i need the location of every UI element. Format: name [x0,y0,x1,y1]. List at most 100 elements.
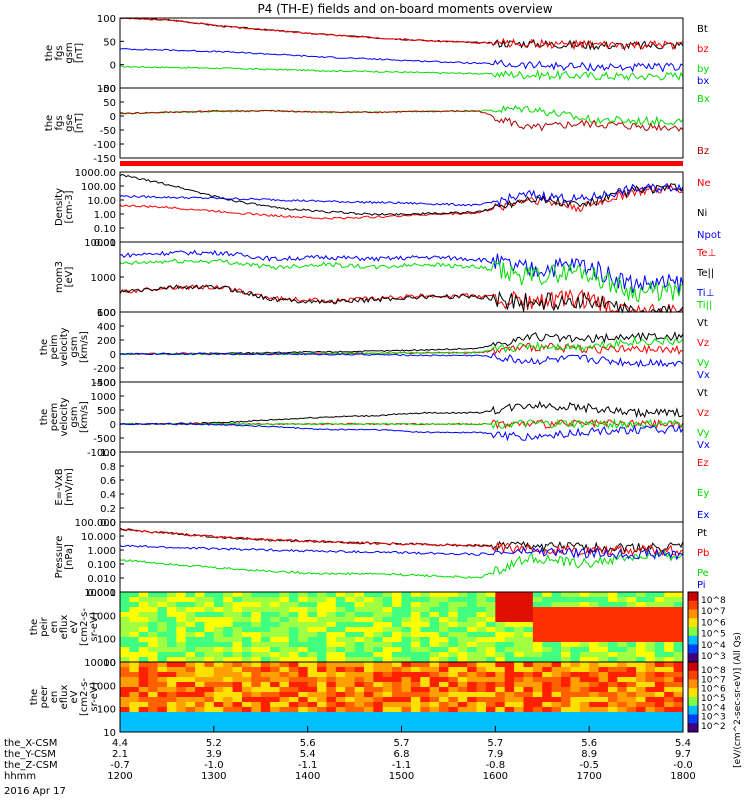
heatmap-cell [636,607,646,613]
heatmap-cell [664,702,675,708]
heatmap-cell [373,712,384,718]
heatmap-cell [129,707,140,713]
heatmap-cell [270,717,281,723]
heatmap-cell [335,657,346,663]
heatmap-cell [317,647,327,653]
heatmap-cell [401,617,412,623]
heatmap-cell [204,622,215,628]
heatmap-cell [260,657,271,663]
heatmap-cell [401,627,412,633]
heatmap-cell [279,687,290,693]
heatmap-cell [607,672,618,678]
heatmap-cell [326,692,337,698]
heatmap-cell [279,717,290,723]
heatmap-cell [382,667,393,673]
legend-entry: Pt [697,528,707,539]
heatmap-cell [326,717,337,723]
heatmap-cell [636,672,646,678]
heatmap-cell [241,632,252,638]
heatmap-cell [392,597,402,603]
heatmap-cell [514,637,524,643]
heatmap-cell [523,612,534,618]
heatmap-cell [270,627,281,633]
heatmap-cell [429,717,440,723]
y-tick-label: 10.00 [87,196,116,207]
heatmap-cell [157,652,168,658]
heatmap-cell [598,657,609,663]
heatmap-cell [570,602,581,608]
heatmap-cell [551,622,562,628]
heatmap-cell [335,602,346,608]
panel-frame [119,311,684,383]
heatmap-cell [195,627,205,633]
heatmap-cell [401,592,412,598]
heatmap-cell [673,642,684,648]
heatmap-cell [298,717,309,723]
heatmap-cell [570,607,581,613]
heatmap-cell [514,727,524,733]
y-axis-label-line: [nPa] [64,544,75,570]
heatmap-cell [251,707,262,713]
heatmap-cell [138,682,149,688]
heatmap-cell [561,607,571,613]
heatmap-cell [298,637,309,643]
heatmap-cell [598,717,609,723]
heatmap-cell [354,702,365,708]
heatmap-cell [467,717,478,723]
heatmap-cell [617,622,628,628]
heatmap-cell [138,607,149,613]
heatmap-cell [279,627,290,633]
heatmap-cell [345,657,356,663]
heatmap-cell [138,602,149,608]
heatmap-cell [204,597,215,603]
y-tick-label: 10 [103,728,116,739]
heatmap-cell [260,692,271,698]
heatmap-cell [579,602,590,608]
heatmap-cell [654,602,665,608]
heatmap-cell [532,642,543,648]
x-row-label: hhmm [4,771,36,782]
heatmap-cell [467,592,478,598]
heatmap-cell [439,632,449,638]
heatmap-cell [457,602,468,608]
heatmap-cell [514,647,524,653]
heatmap-cell [645,677,656,683]
heatmap-cell [467,687,478,693]
heatmap-cell [120,712,130,718]
heatmap-cell [185,667,196,673]
heatmap-cell [326,627,337,633]
heatmap-cell [148,647,159,653]
heatmap-cell [176,607,187,613]
heatmap-cell [195,682,205,688]
heatmap-cell [251,722,262,728]
heatmap-cell [298,697,309,703]
heatmap-cell [279,722,290,728]
heatmap-cell [382,697,393,703]
heatmap-cell [138,597,149,603]
heatmap-cell [579,647,590,653]
heatmap-cell [607,617,618,623]
y-axis-label: mom3 [eV] [54,261,75,293]
heatmap-cell [429,637,440,643]
heatmap-cell [307,692,318,698]
heatmap-cell [270,657,281,663]
heatmap-cell [645,727,656,733]
heatmap-cell [598,667,609,673]
x-tick-label: 5.4 [675,738,691,749]
heatmap-cell [598,727,609,733]
heatmap-cell [485,647,496,653]
heatmap-cell [129,642,140,648]
heatmap-cell [626,662,637,668]
heatmap-cell [532,672,543,678]
heatmap-cell [542,687,553,693]
heatmap-cell [363,712,374,718]
heatmap-cell [232,627,243,633]
heatmap-cell [166,642,177,648]
heatmap-cell [176,622,187,628]
series-line [120,422,684,442]
heatmap-cell [317,607,327,613]
heatmap-cell [335,707,346,713]
heatmap-cell [251,652,262,658]
heatmap-cell [626,727,637,733]
